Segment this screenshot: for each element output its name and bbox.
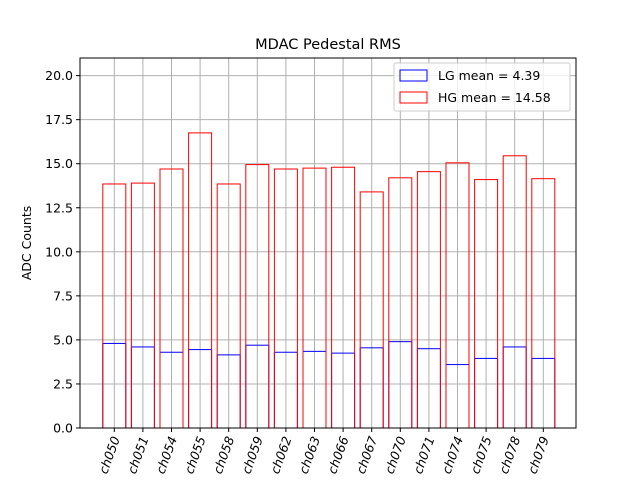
y-tick-label: 20.0 xyxy=(45,68,73,83)
y-tick-label: 7.5 xyxy=(53,288,73,303)
y-tick-label: 5.0 xyxy=(53,332,73,347)
y-tick-label: 15.0 xyxy=(45,156,73,171)
plot-frame xyxy=(79,57,577,429)
grid-lines xyxy=(80,58,576,429)
y-tick-label: 17.5 xyxy=(45,112,73,127)
y-tick-label: 10.0 xyxy=(45,244,73,259)
chart-title: MDAC Pedestal RMS xyxy=(255,37,401,53)
legend-label-lg: LG mean = 4.39 xyxy=(438,68,540,83)
legend-box xyxy=(393,62,571,112)
y-tick-label: 12.5 xyxy=(45,200,73,215)
legend: LG mean = 4.39 HG mean = 14.58 xyxy=(393,62,571,112)
y-tick-label: 0.0 xyxy=(53,421,73,436)
legend-label-hg: HG mean = 14.58 xyxy=(438,90,551,105)
y-axis-label: ADC Counts xyxy=(19,206,34,281)
legend-swatch-lg xyxy=(399,69,428,82)
y-tick-label: 2.5 xyxy=(53,376,73,391)
legend-swatch-hg xyxy=(399,91,428,104)
y-axis: 0.0 2.5 5.0 7.5 10.0 12.5 15.0 17.5 20.0 xyxy=(45,68,80,436)
